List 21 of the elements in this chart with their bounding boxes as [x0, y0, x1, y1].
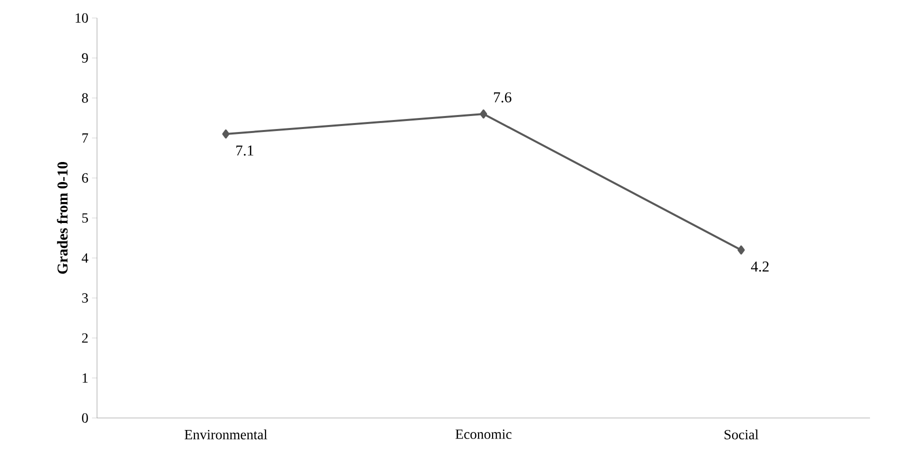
y-tick-label: 10 — [76, 13, 88, 23]
y-tick-label: 1 — [82, 373, 88, 383]
y-tick-label: 7 — [82, 133, 88, 143]
data-label: 7.6 — [494, 92, 512, 102]
point — [480, 109, 488, 118]
y-tick-label: 4 — [82, 253, 88, 263]
point — [738, 245, 745, 254]
x-tick-label: Environmental — [184, 430, 268, 440]
y-tick-label: 6 — [82, 173, 88, 183]
y-tick-label: 9 — [82, 53, 88, 63]
data-label: 7.1 — [236, 146, 254, 156]
y-tick-label: 8 — [82, 93, 88, 103]
y-tick-label: 0 — [82, 413, 88, 423]
y-tick-label: 5 — [82, 213, 88, 223]
y-axis-title: Grades from 0-10 — [56, 162, 68, 274]
x-tick-label: Social — [724, 430, 758, 440]
point — [222, 129, 230, 138]
y-tick-label: 2 — [82, 333, 88, 343]
x-tick-label: Economic — [456, 430, 512, 439]
data-label: 4.2 — [751, 262, 769, 272]
y-tick-label: 3 — [82, 293, 88, 303]
